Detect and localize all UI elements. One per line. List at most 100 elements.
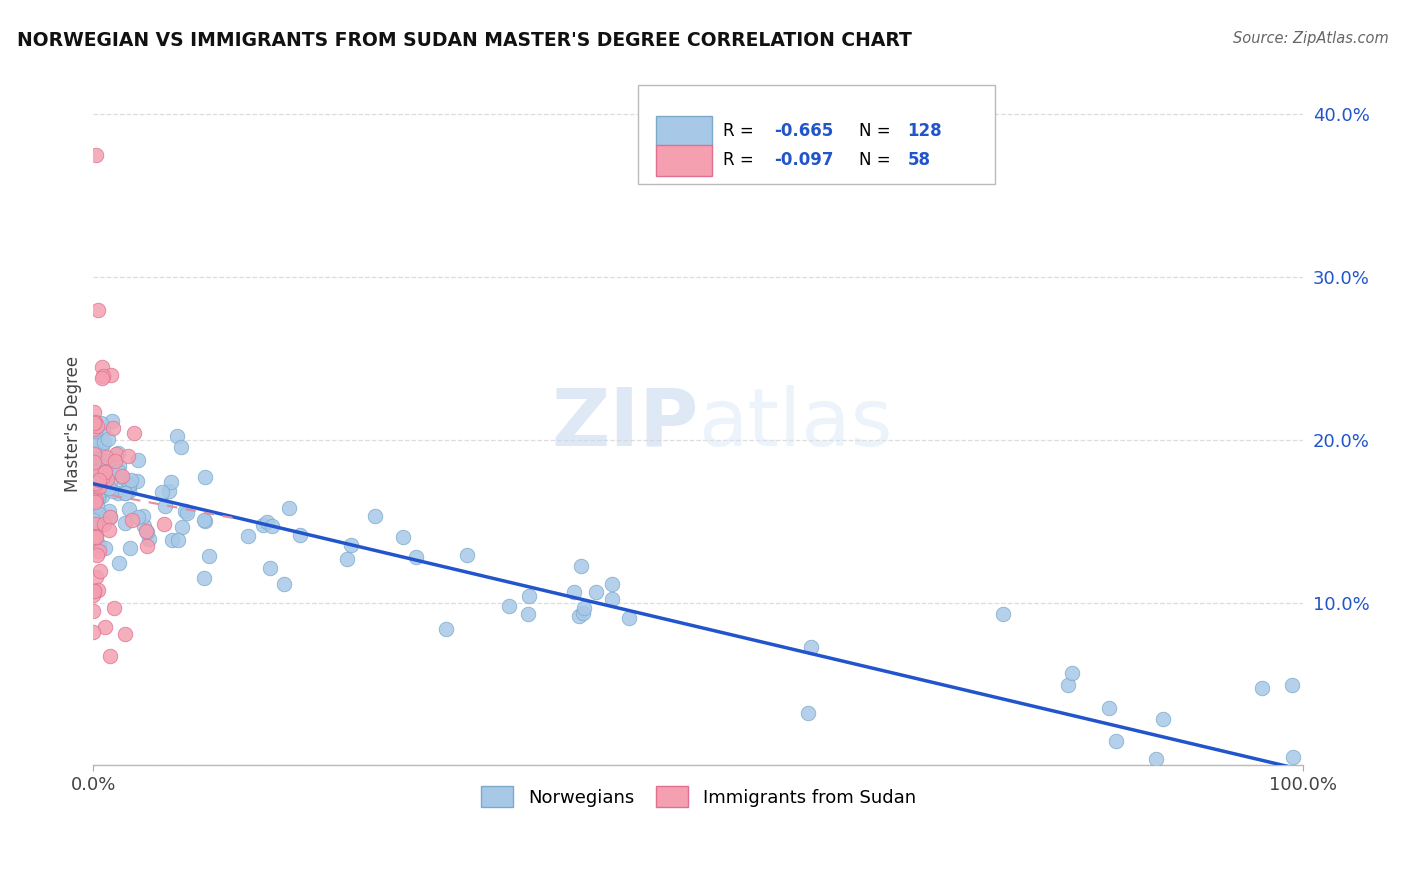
Point bbox=[288, 528, 311, 542]
Point bbox=[84, 532, 107, 546]
FancyBboxPatch shape bbox=[638, 86, 995, 185]
Point bbox=[127, 452, 149, 467]
Point bbox=[174, 504, 197, 518]
Point bbox=[619, 611, 641, 625]
Point bbox=[118, 502, 141, 516]
Point bbox=[83, 489, 105, 503]
Point bbox=[517, 607, 540, 621]
Point bbox=[136, 539, 159, 553]
Point bbox=[585, 585, 607, 599]
Point bbox=[1152, 712, 1174, 726]
Point bbox=[91, 423, 114, 437]
Point bbox=[103, 421, 125, 435]
Point bbox=[84, 415, 107, 429]
Point bbox=[89, 434, 111, 448]
Point bbox=[87, 476, 110, 491]
Point bbox=[405, 549, 427, 564]
Point bbox=[89, 467, 111, 481]
Point bbox=[93, 516, 115, 531]
Point bbox=[107, 446, 129, 460]
Point bbox=[136, 524, 159, 539]
Point bbox=[107, 458, 129, 473]
Point bbox=[87, 302, 110, 317]
Point bbox=[172, 519, 194, 533]
Point bbox=[93, 465, 115, 479]
Point bbox=[83, 416, 105, 430]
Text: 128: 128 bbox=[908, 121, 942, 140]
Point bbox=[89, 452, 111, 467]
Point bbox=[86, 483, 108, 498]
Point bbox=[83, 518, 105, 533]
Point bbox=[120, 541, 142, 556]
Point bbox=[103, 601, 125, 615]
Point bbox=[197, 549, 219, 563]
Point bbox=[101, 484, 124, 499]
Point bbox=[84, 478, 107, 492]
Point bbox=[568, 608, 591, 623]
Point bbox=[86, 570, 108, 584]
Point bbox=[83, 440, 105, 454]
Point bbox=[340, 538, 363, 552]
Point bbox=[83, 583, 105, 598]
Point bbox=[456, 548, 478, 562]
Point bbox=[87, 473, 110, 487]
Point bbox=[193, 571, 215, 585]
Point bbox=[87, 479, 110, 493]
Point bbox=[86, 549, 108, 563]
Point bbox=[118, 484, 141, 499]
Point bbox=[87, 543, 110, 558]
Point bbox=[167, 533, 190, 547]
Point bbox=[98, 510, 121, 524]
Point bbox=[392, 530, 415, 544]
Point bbox=[600, 577, 623, 591]
Point bbox=[1144, 752, 1167, 766]
Point bbox=[93, 434, 115, 449]
Point bbox=[91, 369, 114, 384]
Point bbox=[572, 607, 595, 621]
Point bbox=[82, 453, 104, 467]
Point bbox=[87, 509, 110, 524]
Point bbox=[124, 425, 146, 440]
Point bbox=[572, 601, 595, 615]
Point bbox=[84, 148, 107, 162]
Point bbox=[259, 561, 281, 575]
Point bbox=[83, 405, 105, 419]
Point bbox=[87, 539, 110, 553]
Point bbox=[260, 518, 283, 533]
Point bbox=[1105, 733, 1128, 747]
Point bbox=[98, 504, 121, 518]
Point bbox=[194, 514, 217, 528]
Point bbox=[97, 523, 120, 537]
Point bbox=[82, 431, 104, 445]
Point bbox=[114, 627, 136, 641]
Point bbox=[89, 462, 111, 476]
Point bbox=[97, 481, 120, 495]
Point bbox=[86, 498, 108, 512]
Point bbox=[170, 440, 193, 454]
Point bbox=[1098, 701, 1121, 715]
Point bbox=[277, 500, 299, 515]
Point bbox=[364, 509, 387, 524]
Point bbox=[83, 511, 105, 525]
Point bbox=[96, 472, 118, 486]
Point bbox=[84, 530, 107, 544]
Point bbox=[238, 528, 260, 542]
Point bbox=[98, 475, 121, 489]
Point bbox=[83, 583, 105, 598]
Point bbox=[166, 429, 188, 443]
Point bbox=[176, 506, 198, 520]
Point bbox=[101, 466, 124, 480]
Point bbox=[117, 478, 139, 492]
Point bbox=[273, 576, 295, 591]
Point bbox=[83, 530, 105, 544]
Point bbox=[1250, 681, 1272, 695]
Point bbox=[83, 479, 105, 493]
Point bbox=[91, 483, 114, 497]
Point bbox=[1281, 750, 1303, 764]
Point bbox=[100, 368, 122, 383]
Point bbox=[87, 491, 110, 506]
Point bbox=[87, 583, 110, 598]
Point bbox=[519, 589, 541, 603]
Point bbox=[89, 564, 111, 578]
Point bbox=[84, 437, 107, 451]
